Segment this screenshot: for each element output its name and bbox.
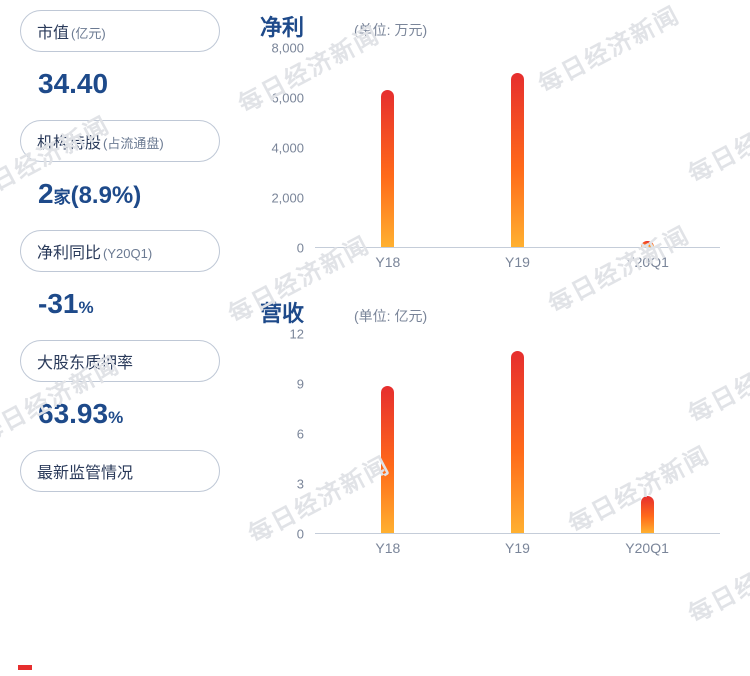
metric-label: 净利同比 bbox=[37, 245, 101, 262]
metric-label: 最新监管情况 bbox=[37, 465, 133, 482]
metric-pill: 最新监管情况 bbox=[20, 450, 220, 492]
metric-sublabel: (亿元) bbox=[71, 26, 106, 41]
chart-area: 036912Y18Y19Y20Q1 bbox=[260, 334, 730, 564]
bar bbox=[641, 241, 654, 247]
y-tick-label: 9 bbox=[297, 377, 304, 392]
y-axis: 036912 bbox=[260, 334, 310, 534]
metric-label: 大股东质押率 bbox=[37, 355, 133, 372]
metric-label: 市值 bbox=[37, 25, 69, 42]
y-tick-label: 4,000 bbox=[271, 141, 304, 156]
y-tick-label: 8,000 bbox=[271, 41, 304, 56]
chart-unit: (单位: 万元) bbox=[354, 20, 427, 40]
metric-pill: 大股东质押率 bbox=[20, 340, 220, 382]
y-tick-label: 12 bbox=[290, 327, 304, 342]
x-tick-label: Y19 bbox=[505, 540, 530, 556]
bar bbox=[511, 351, 524, 533]
metric-suffix: 家 bbox=[54, 188, 71, 207]
chart-block: 营收 (单位: 亿元) 0 3 6 9 12 Y18 Y19 Y20Q1 bbox=[260, 296, 730, 564]
metric-value: 63.93% bbox=[20, 394, 230, 450]
x-tick-label: Y20Q1 bbox=[625, 540, 669, 556]
y-tick-label: 0 bbox=[297, 527, 304, 542]
chart-area: 02,0004,0006,0008,000Y18Y19Y20Q1 bbox=[260, 48, 730, 278]
bar bbox=[381, 386, 394, 533]
left-panel: 市值(亿元)34.40机构持股(占流通盘)2家(8.9%)净利同比(Y20Q1)… bbox=[20, 10, 250, 582]
bar bbox=[511, 73, 524, 247]
main-container: 市值(亿元)34.40机构持股(占流通盘)2家(8.9%)净利同比(Y20Q1)… bbox=[0, 0, 750, 592]
metric-number: -31 bbox=[38, 288, 78, 319]
chart-unit: (单位: 亿元) bbox=[354, 306, 427, 326]
y-tick-label: 2,000 bbox=[271, 191, 304, 206]
metric-value: 2家(8.9%) bbox=[20, 174, 230, 230]
bar bbox=[641, 496, 654, 533]
x-axis: Y18 Y19 Y20Q1 bbox=[315, 254, 720, 274]
x-tick-label: Y18 bbox=[375, 540, 400, 556]
metric-number: 34.40 bbox=[38, 68, 108, 99]
y-tick-label: 6 bbox=[297, 427, 304, 442]
metric-sublabel: (Y20Q1) bbox=[103, 246, 152, 261]
plot-area bbox=[315, 334, 720, 534]
metric-suffix: % bbox=[78, 298, 93, 317]
accent-mark bbox=[18, 665, 32, 670]
y-tick-label: 6,000 bbox=[271, 91, 304, 106]
chart-header: 净利 (单位: 万元) bbox=[260, 10, 730, 42]
right-panel: 净利 (单位: 万元) 0 2,000 4,000 6,000 8,000 Y18 Y19 Y20… bbox=[250, 10, 730, 582]
metric-paren: (8.9%) bbox=[71, 182, 142, 209]
metric-label: 机构持股 bbox=[37, 135, 101, 152]
chart-header: 营收 (单位: 亿元) bbox=[260, 296, 730, 328]
metric-value: -31% bbox=[20, 284, 230, 340]
metric-pill: 市值(亿元) bbox=[20, 10, 220, 52]
metric-sublabel: (占流通盘) bbox=[103, 136, 164, 151]
x-tick-label: Y20Q1 bbox=[625, 254, 669, 270]
metric-pill: 机构持股(占流通盘) bbox=[20, 120, 220, 162]
chart-title: 净利 bbox=[260, 10, 304, 42]
bar bbox=[381, 90, 394, 248]
metric-value: 34.40 bbox=[20, 64, 230, 120]
x-tick-label: Y18 bbox=[375, 254, 400, 270]
y-tick-label: 3 bbox=[297, 477, 304, 492]
metric-number: 63.93 bbox=[38, 398, 108, 429]
metric-number: 2 bbox=[38, 178, 54, 209]
metric-pill: 净利同比(Y20Q1) bbox=[20, 230, 220, 272]
y-tick-label: 0 bbox=[297, 241, 304, 256]
chart-block: 净利 (单位: 万元) 0 2,000 4,000 6,000 8,000 Y18 Y19 Y20… bbox=[260, 10, 730, 278]
x-axis: Y18 Y19 Y20Q1 bbox=[315, 540, 720, 560]
chart-title: 营收 bbox=[260, 296, 304, 328]
metric-suffix: % bbox=[108, 408, 123, 427]
x-tick-label: Y19 bbox=[505, 254, 530, 270]
plot-area bbox=[315, 48, 720, 248]
y-axis: 02,0004,0006,0008,000 bbox=[260, 48, 310, 248]
